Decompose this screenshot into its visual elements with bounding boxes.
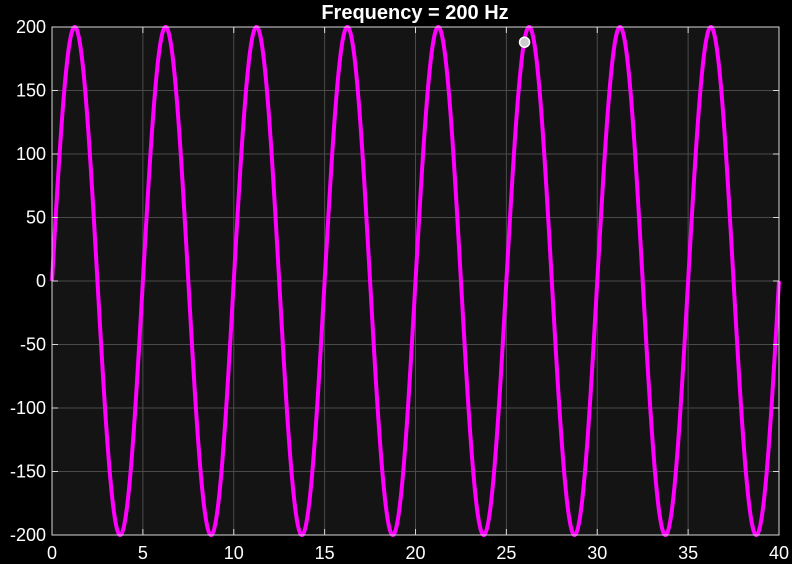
- y-tick-label: -200: [10, 525, 46, 545]
- y-tick-label: 200: [16, 17, 46, 37]
- x-tick-label: 40: [769, 543, 789, 563]
- y-tick-label: 50: [26, 208, 46, 228]
- chart-title: Frequency = 200 Hz: [321, 2, 508, 24]
- y-tick-label: 100: [16, 144, 46, 164]
- y-tick-labels: 200 150 100 50 0 -50 -100 -150 -200: [10, 17, 46, 545]
- x-tick-label: 10: [224, 543, 244, 563]
- series-line: [50, 25, 781, 537]
- x-tick-label: 0: [47, 543, 57, 563]
- x-tick-label: 25: [496, 543, 516, 563]
- y-tick-label: 150: [16, 81, 46, 101]
- x-tick-label: 35: [678, 543, 698, 563]
- x-tick-label: 15: [315, 543, 335, 563]
- axes: [51, 26, 780, 536]
- x-tick-labels: 0 5 10 15 20 25 30 35 40: [47, 543, 789, 563]
- y-tick-label: -150: [10, 462, 46, 482]
- x-tick-label: 30: [587, 543, 607, 563]
- y-tick-label: -100: [10, 398, 46, 418]
- y-tick-label: -50: [20, 335, 46, 355]
- x-tick-label: 20: [405, 543, 425, 563]
- data-marker[interactable]: [518, 36, 531, 48]
- y-tick-label: 0: [36, 271, 46, 291]
- x-tick-label: 5: [138, 543, 148, 563]
